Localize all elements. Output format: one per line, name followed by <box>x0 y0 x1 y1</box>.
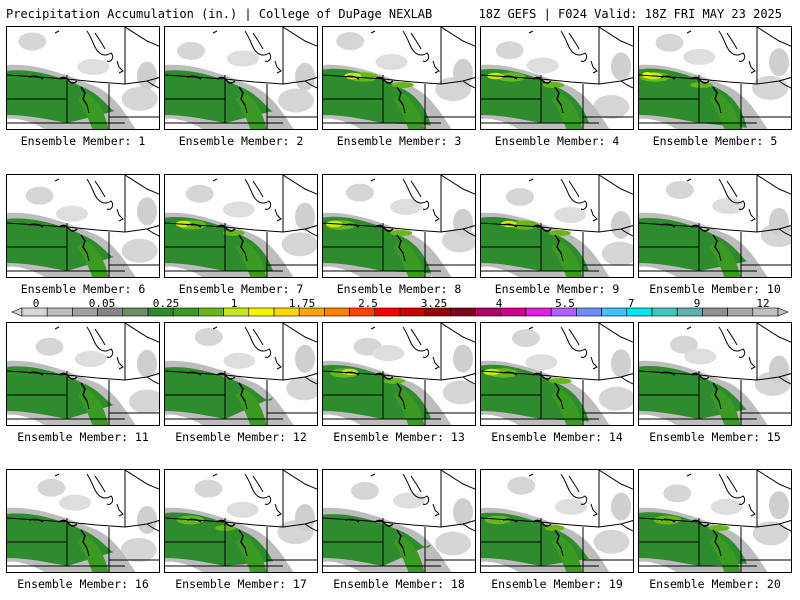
ensemble-member-map <box>164 469 318 573</box>
colorbar-tick-label: 1 <box>230 297 238 310</box>
ensemble-member-label: Ensemble Member: 3 <box>336 134 462 148</box>
ensemble-member-label: Ensemble Member: 9 <box>494 282 620 296</box>
ensemble-member-map <box>480 469 634 573</box>
precipitation-colorbar <box>11 307 789 317</box>
colorbar-tick-label: 2.5 <box>358 297 378 310</box>
ensemble-member-label: Ensemble Member: 14 <box>491 430 623 444</box>
colorbar-right-arrow <box>777 307 789 317</box>
ensemble-member-map <box>638 322 792 426</box>
colorbar-left-arrow <box>11 307 23 317</box>
ensemble-member-label: Ensemble Member: 17 <box>175 577 307 591</box>
colorbar-swatch <box>374 307 401 317</box>
colorbar-swatch <box>651 307 678 317</box>
precip-map-graphic <box>7 175 159 277</box>
ensemble-member-label: Ensemble Member: 15 <box>649 430 781 444</box>
precip-map-graphic <box>481 323 633 425</box>
ensemble-member-map <box>322 469 476 573</box>
precip-map-graphic <box>323 470 475 572</box>
ensemble-member-map <box>480 26 634 130</box>
colorbar-tick-label: 0 <box>32 297 40 310</box>
ensemble-member-label: Ensemble Member: 10 <box>649 282 781 296</box>
precip-map-graphic <box>165 27 317 129</box>
ensemble-member-label: Ensemble Member: 13 <box>333 430 465 444</box>
precip-map-graphic <box>165 470 317 572</box>
precip-map-graphic <box>481 175 633 277</box>
colorbar-swatch <box>122 307 149 317</box>
colorbar-swatch <box>702 307 728 317</box>
ensemble-member-map <box>480 322 634 426</box>
precip-map-graphic <box>323 27 475 129</box>
ensemble-member-label: Ensemble Member: 19 <box>491 577 623 591</box>
ensemble-member-label: Ensemble Member: 6 <box>20 282 146 296</box>
ensemble-member-map <box>6 322 160 426</box>
run-info: 18Z GEFS | F024 Valid: 18Z FRI MAY 23 20… <box>478 7 782 21</box>
colorbar-swatch <box>601 307 628 317</box>
ensemble-member-label: Ensemble Member: 20 <box>649 577 781 591</box>
precip-map-graphic <box>165 323 317 425</box>
precip-map-graphic <box>639 175 791 277</box>
ensemble-member-map <box>6 26 160 130</box>
colorbar-tick-label: 0.05 <box>88 297 116 310</box>
ensemble-member-label: Ensemble Member: 11 <box>17 430 149 444</box>
precip-map-graphic <box>639 323 791 425</box>
precip-map-graphic <box>639 27 791 129</box>
precip-map-graphic <box>7 323 159 425</box>
colorbar-tick-label: 9 <box>693 297 701 310</box>
colorbar-swatch <box>450 307 476 317</box>
colorbar-swatch <box>324 307 350 317</box>
colorbar-swatch <box>500 307 527 317</box>
ensemble-member-map <box>638 174 792 278</box>
ensemble-member-label: Ensemble Member: 4 <box>494 134 620 148</box>
ensemble-member-label: Ensemble Member: 7 <box>178 282 304 296</box>
ensemble-member-map <box>322 174 476 278</box>
ensemble-member-map <box>6 174 160 278</box>
precip-map-graphic <box>165 175 317 277</box>
colorbar-tick-label: 12 <box>756 297 770 310</box>
ensemble-member-map <box>164 174 318 278</box>
ensemble-member-map <box>638 26 792 130</box>
ensemble-member-label: Ensemble Member: 16 <box>17 577 149 591</box>
colorbar-swatch <box>576 307 602 317</box>
map-title: Precipitation Accumulation (in.) | Colle… <box>6 7 433 21</box>
ensemble-member-label: Ensemble Member: 8 <box>336 282 462 296</box>
ensemble-member-label: Ensemble Member: 5 <box>652 134 778 148</box>
colorbar-swatch <box>198 307 224 317</box>
colorbar-swatch <box>248 307 275 317</box>
colorbar-swatch <box>727 307 754 317</box>
precip-map-graphic <box>323 175 475 277</box>
precip-map-graphic <box>481 27 633 129</box>
ensemble-member-map <box>164 322 318 426</box>
precip-map-graphic <box>7 27 159 129</box>
ensemble-member-label: Ensemble Member: 18 <box>333 577 465 591</box>
ensemble-member-map <box>322 26 476 130</box>
ensemble-member-label: Ensemble Member: 12 <box>175 430 307 444</box>
ensemble-member-map <box>6 469 160 573</box>
colorbar-tick-label: 1.75 <box>288 297 316 310</box>
colorbar-tick-label: 4 <box>495 297 503 310</box>
precip-map-graphic <box>639 470 791 572</box>
precip-map-graphic <box>481 470 633 572</box>
ensemble-member-map <box>480 174 634 278</box>
ensemble-member-label: Ensemble Member: 1 <box>20 134 146 148</box>
ensemble-member-label: Ensemble Member: 2 <box>178 134 304 148</box>
colorbar-swatch <box>525 307 552 317</box>
ensemble-member-map <box>322 322 476 426</box>
colorbar-swatch <box>46 307 73 317</box>
colorbar-tick-label: 7 <box>627 297 635 310</box>
ensemble-member-map <box>164 26 318 130</box>
precip-map-graphic <box>7 470 159 572</box>
ensemble-member-map <box>638 469 792 573</box>
colorbar-tick-label: 0.25 <box>152 297 180 310</box>
colorbar-tick-label: 3.25 <box>420 297 448 310</box>
colorbar-tick-label: 5.5 <box>555 297 575 310</box>
precip-map-graphic <box>323 323 475 425</box>
